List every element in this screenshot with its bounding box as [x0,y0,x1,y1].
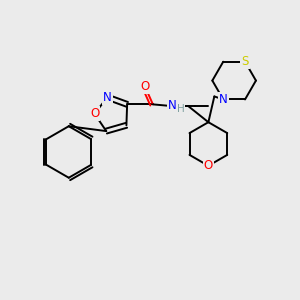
Text: N: N [168,99,177,112]
Text: N: N [219,93,228,106]
Text: O: O [140,80,150,93]
Text: N: N [103,91,112,104]
Text: O: O [204,159,213,172]
Text: O: O [90,107,99,120]
Text: H: H [177,104,184,114]
Text: S: S [241,55,249,68]
